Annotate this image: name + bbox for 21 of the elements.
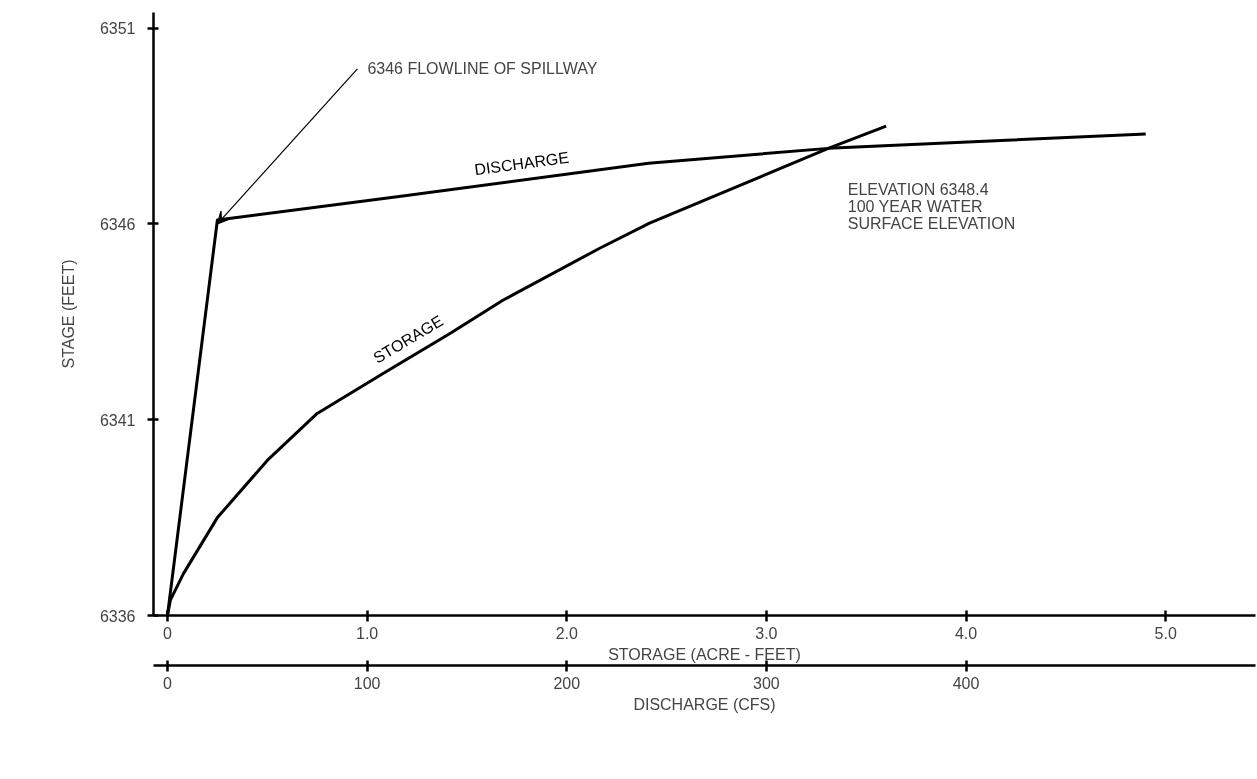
x-tick-label: 5.0 [1154,624,1177,642]
x2-axis-title: DISCHARGE (CFS) [633,695,776,713]
y-tick-label: 6351 [99,20,136,38]
x-tick-label: 1.0 [355,624,379,642]
x-tick-label: 3.0 [755,624,778,642]
x2-tick-label: 0 [163,674,173,692]
x-tick-label: 4.0 [954,624,978,642]
x-tick-label: 2.0 [555,624,578,642]
y-tick-label: 6346 [99,215,136,233]
x2-tick-label: 300 [753,674,780,692]
x-tick-label: 0 [163,624,173,642]
x2-tick-label: 200 [553,674,581,692]
annotation: 6346 FLOWLINE OF SPILLWAY [367,60,598,78]
x2-tick-label: 400 [952,674,980,692]
annotation: ELEVATION 6348.4 100 YEAR WATER SURFACE ELEVATION [847,181,1016,233]
y-tick-label: 6341 [99,411,136,429]
x2-tick-label: 100 [353,674,381,692]
y-axis-title: STAGE (FEET) [59,259,77,369]
y-tick-label: 6336 [99,607,136,625]
x-axis-title: STORAGE (ACRE - FEET) [608,645,801,663]
text: DISCHARGE [473,148,570,179]
